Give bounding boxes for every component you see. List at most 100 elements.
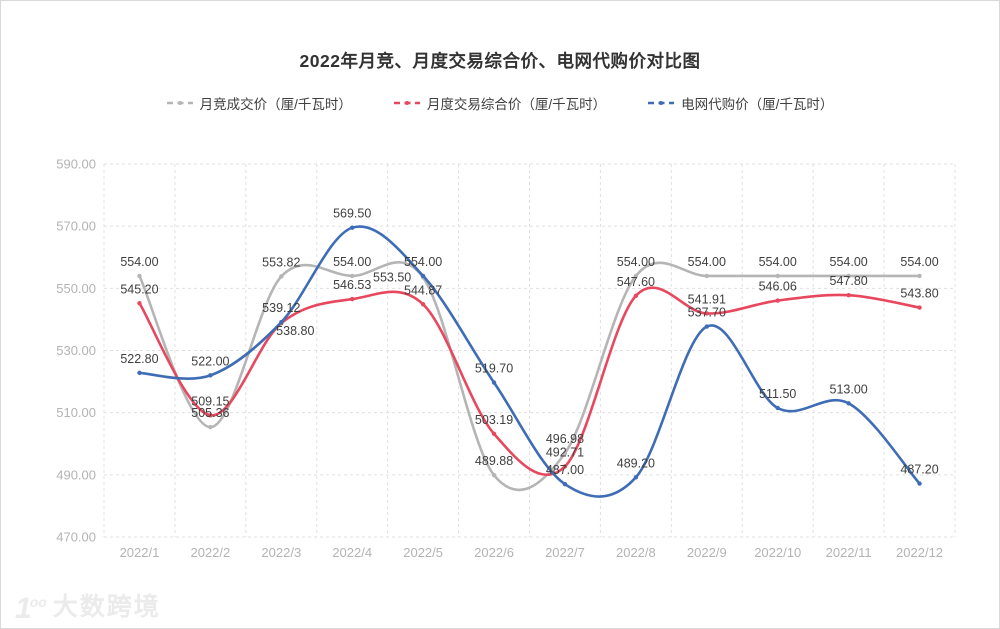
legend-item-monthly-composite-price: 月度交易综合价（厘/千瓦时） bbox=[393, 93, 607, 113]
svg-text:541.91: 541.91 bbox=[688, 292, 726, 306]
data-point-marker bbox=[420, 273, 426, 279]
legend-label: 月竞成交价（厘/千瓦时） bbox=[199, 97, 352, 112]
data-point-marker bbox=[208, 373, 213, 378]
data-point-marker bbox=[704, 324, 709, 329]
svg-text:543.80: 543.80 bbox=[900, 287, 938, 301]
data-point-marker bbox=[208, 413, 213, 418]
data-point-marker bbox=[420, 302, 426, 307]
svg-text:554.00: 554.00 bbox=[404, 255, 442, 269]
svg-text:2022/2: 2022/2 bbox=[190, 545, 230, 560]
svg-text:511.50: 511.50 bbox=[759, 387, 796, 401]
svg-text:538.80: 538.80 bbox=[276, 324, 314, 338]
data-point-marker bbox=[775, 405, 780, 411]
svg-text:530.00: 530.00 bbox=[56, 343, 96, 358]
svg-text:553.82: 553.82 bbox=[262, 255, 300, 269]
data-point-marker bbox=[562, 450, 568, 456]
svg-text:503.19: 503.19 bbox=[475, 413, 513, 427]
svg-text:487.20: 487.20 bbox=[900, 463, 938, 477]
data-point-marker bbox=[279, 319, 284, 325]
data-point-marker bbox=[350, 225, 355, 230]
brand-name: 大数跨境 bbox=[52, 593, 161, 621]
svg-text:470.00: 470.00 bbox=[56, 530, 96, 545]
data-point-marker bbox=[350, 273, 355, 279]
svg-text:554.00: 554.00 bbox=[333, 255, 371, 269]
svg-text:505.36: 505.36 bbox=[191, 406, 229, 420]
svg-text:554.00: 554.00 bbox=[688, 255, 726, 269]
line-series-marker-icon bbox=[393, 101, 420, 105]
svg-text:2022/9: 2022/9 bbox=[687, 545, 727, 560]
svg-text:510.00: 510.00 bbox=[56, 405, 96, 420]
data-point-marker bbox=[491, 380, 497, 385]
x-axis-labels: 2022/1 2022/2 2022/3 2022/4 2022/5 2022/6 2022… bbox=[120, 545, 943, 560]
data-point-marker bbox=[491, 431, 497, 437]
svg-text:544.87: 544.87 bbox=[404, 283, 442, 297]
svg-text:554.00: 554.00 bbox=[617, 255, 655, 269]
data-point-marker bbox=[846, 273, 851, 279]
chart-legend: 月竞成交价（厘/千瓦时） 月度交易综合价（厘/千瓦时） 电网代购价（厘/千瓦时） bbox=[1, 93, 999, 113]
data-point-marker bbox=[137, 370, 142, 376]
svg-text:546.53: 546.53 bbox=[333, 278, 371, 292]
chart-title: 2022年月竞、月度交易综合价、电网代购价对比图 bbox=[299, 51, 701, 71]
data-point-marker bbox=[846, 292, 851, 298]
svg-text:550.00: 550.00 bbox=[56, 281, 96, 296]
data-point-marker bbox=[775, 298, 780, 303]
svg-text:509.15: 509.15 bbox=[191, 394, 229, 408]
grid-lines bbox=[103, 163, 956, 538]
svg-text:2022/11: 2022/11 bbox=[826, 545, 872, 560]
data-point-marker bbox=[633, 293, 639, 298]
data-point-marker bbox=[633, 273, 639, 279]
watermark: 1oo 大数跨境 bbox=[15, 591, 161, 625]
svg-text:553.50: 553.50 bbox=[373, 270, 411, 284]
svg-text:522.00: 522.00 bbox=[191, 354, 229, 368]
legend-label: 月度交易综合价（厘/千瓦时） bbox=[426, 97, 607, 112]
svg-text:590.00: 590.00 bbox=[56, 157, 96, 172]
svg-text:489.20: 489.20 bbox=[617, 456, 655, 470]
svg-text:554.00: 554.00 bbox=[900, 255, 938, 269]
svg-text:2022/3: 2022/3 bbox=[261, 545, 301, 560]
svg-text:547.80: 547.80 bbox=[830, 274, 868, 288]
legend-item-auction-price: 月竞成交价（厘/千瓦时） bbox=[166, 93, 352, 113]
svg-text:537.70: 537.70 bbox=[688, 306, 726, 320]
svg-text:2022/7: 2022/7 bbox=[545, 545, 585, 560]
svg-text:545.20: 545.20 bbox=[120, 282, 158, 296]
svg-text:554.00: 554.00 bbox=[830, 255, 868, 269]
series-line-2 bbox=[137, 225, 922, 498]
svg-text:2022/12: 2022/12 bbox=[896, 545, 943, 560]
svg-text:519.70: 519.70 bbox=[475, 362, 513, 376]
data-point-marker bbox=[633, 475, 639, 480]
svg-text:487.00: 487.00 bbox=[546, 463, 584, 477]
svg-text:546.06: 546.06 bbox=[759, 280, 797, 294]
svg-text:490.00: 490.00 bbox=[56, 467, 96, 482]
legend-item-grid-agent-price: 电网代购价（厘/千瓦时） bbox=[648, 93, 833, 113]
data-point-marker bbox=[562, 481, 568, 487]
data-point-marker bbox=[562, 464, 568, 469]
svg-text:569.50: 569.50 bbox=[333, 207, 371, 221]
svg-text:2022/5: 2022/5 bbox=[403, 545, 443, 560]
svg-text:2022/1: 2022/1 bbox=[120, 545, 160, 560]
data-point-marker bbox=[917, 305, 922, 310]
svg-text:492.71: 492.71 bbox=[546, 445, 584, 459]
svg-text:496.98: 496.98 bbox=[546, 432, 584, 446]
svg-text:554.00: 554.00 bbox=[759, 255, 797, 269]
data-point-marker bbox=[137, 273, 142, 279]
svg-text:570.00: 570.00 bbox=[56, 219, 96, 234]
svg-text:539.12: 539.12 bbox=[262, 301, 300, 315]
brand-logo-icon: 1oo bbox=[15, 592, 47, 625]
data-point-marker bbox=[704, 311, 709, 316]
data-point-marker bbox=[775, 273, 780, 279]
data-point-marker bbox=[917, 481, 922, 486]
data-point-marker bbox=[208, 424, 213, 430]
svg-text:522.80: 522.80 bbox=[120, 352, 158, 366]
svg-text:547.60: 547.60 bbox=[617, 275, 655, 289]
svg-text:2022/10: 2022/10 bbox=[754, 545, 801, 560]
legend-label: 电网代购价（厘/千瓦时） bbox=[681, 97, 834, 112]
data-point-marker bbox=[704, 273, 709, 279]
data-point-marker bbox=[350, 296, 355, 302]
data-point-marker bbox=[279, 274, 284, 279]
data-point-marker bbox=[137, 301, 142, 306]
y-axis-labels: 590.00 570.00 550.00 530.00 510.00 490.00 470.… bbox=[56, 157, 96, 545]
series-line-1 bbox=[137, 286, 922, 477]
